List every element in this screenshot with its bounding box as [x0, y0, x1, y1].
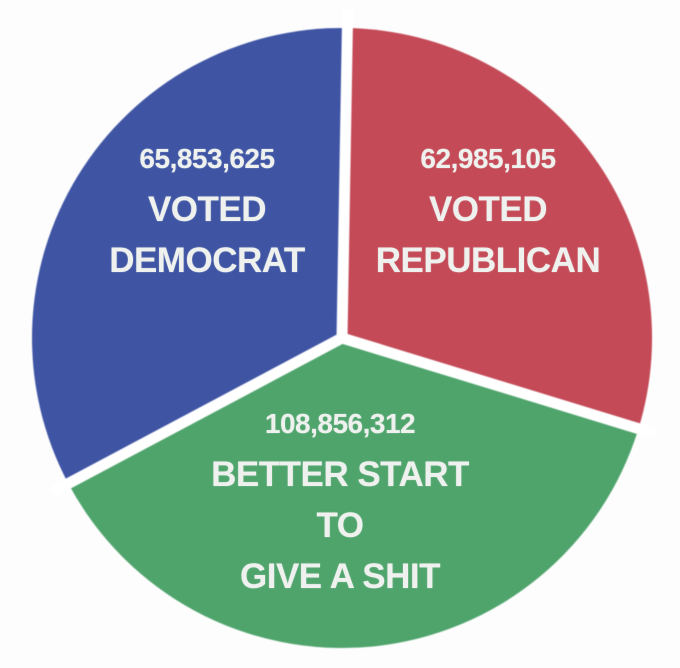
slice-text-republican-2: REPUBLICAN	[375, 241, 601, 280]
slice-value-republican: 62,985,105	[420, 143, 556, 174]
slice-separator	[340, 332, 658, 440]
slice-text-nonvoter-3: GIVE A SHIT	[240, 557, 441, 596]
slice-separator	[49, 333, 345, 497]
pie-slice-democrat	[32, 27, 348, 484]
slice-separator	[336, 9, 354, 339]
slice-text-republican-1: VOTED	[428, 190, 548, 229]
slice-label-democrat: 65,853,625 VOTED DEMOCRAT	[57, 134, 357, 286]
slice-text-nonvoter-1: BETTER START	[211, 455, 469, 494]
slice-label-republican: 62,985,105 VOTED REPUBLICAN	[338, 134, 638, 286]
slice-text-democrat-1: VOTED	[147, 190, 267, 229]
slice-value-democrat: 65,853,625	[139, 143, 275, 174]
pie-slice-nonvoter	[68, 338, 639, 649]
slice-text-nonvoter-2: TO	[316, 506, 364, 545]
slice-text-democrat-2: DEMOCRAT	[109, 241, 305, 280]
pie-slice-republican	[342, 28, 653, 429]
slice-label-nonvoter: 108,856,312 BETTER START TO GIVE A SHIT	[180, 399, 500, 602]
slice-value-nonvoter: 108,856,312	[264, 408, 416, 439]
